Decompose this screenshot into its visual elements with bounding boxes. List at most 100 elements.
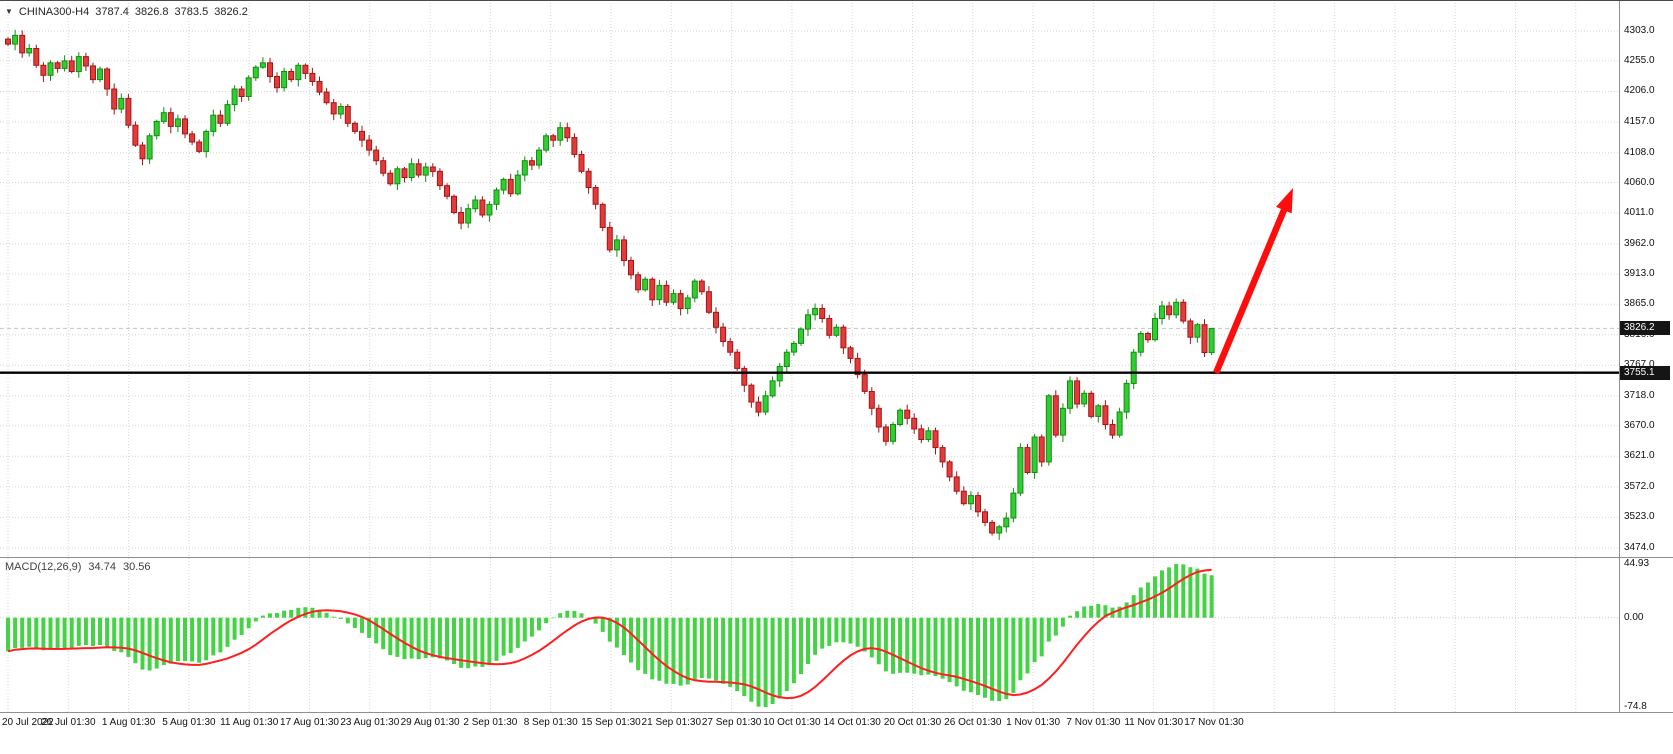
candle-body <box>1074 380 1081 405</box>
price-axis[interactable]: 4303.0 4255.0 4206.0 4157.0 4108.0 4060.0 4011… <box>1620 1 1673 712</box>
candle-body <box>783 351 790 368</box>
candle-body <box>1031 436 1038 473</box>
candle-body <box>104 68 111 90</box>
candle-body <box>61 60 68 69</box>
time-tick-label: 23 Aug 01:30 <box>340 717 400 728</box>
candle-body <box>323 91 330 104</box>
candle-body <box>1109 424 1116 436</box>
macd-tick-label: 0.00 <box>1624 611 1644 623</box>
candle-body <box>351 122 358 132</box>
candle-body <box>444 185 450 197</box>
candle-body <box>890 424 896 442</box>
price-tick-label: 4303.0 <box>1624 25 1655 36</box>
candle-body <box>1095 405 1102 417</box>
candle-body <box>1059 407 1066 436</box>
candle-body <box>953 476 960 492</box>
candle-body <box>394 168 401 185</box>
candle-body <box>12 34 19 45</box>
candle-body <box>458 212 465 224</box>
candle-body <box>1116 411 1123 436</box>
candle-body <box>1137 333 1144 353</box>
candle-body <box>68 60 75 73</box>
candle-body <box>436 170 443 187</box>
candle-body <box>1123 382 1130 413</box>
price-tick-label: 3572.0 <box>1624 480 1655 492</box>
candles <box>5 29 1215 540</box>
candle-body <box>210 114 217 132</box>
price-tick-label: 3767.0 <box>1624 359 1655 370</box>
candle-body <box>451 195 457 214</box>
candle-body <box>1052 395 1059 436</box>
grid <box>0 3 1619 712</box>
price-tick-label: 3670.0 <box>1624 419 1655 431</box>
symbol-dropdown-icon[interactable]: ▼ <box>5 7 13 16</box>
macd-indicator-header: MACD(12,26,9) 34.74 30.56 <box>5 561 150 573</box>
candle-body <box>415 163 422 176</box>
candle-body <box>982 511 988 523</box>
price-tick-label: 4011.0 <box>1624 207 1654 219</box>
candle-body <box>897 409 904 426</box>
candle-body <box>1088 392 1095 417</box>
candle-body <box>380 160 387 174</box>
candle-body <box>911 417 918 430</box>
time-axis[interactable]: 20 Jul 2022 26 Jul 01:30 1 Aug 01:30 5 Aug … <box>0 713 1619 754</box>
candle-body <box>167 112 174 127</box>
candle-body <box>868 391 875 409</box>
candle-body <box>514 174 521 195</box>
candle-body <box>882 426 889 442</box>
chart-header: ▼ CHINA300-H4 3787.4 3826.8 3783.5 3826.… <box>5 6 248 18</box>
candle-body <box>238 88 245 97</box>
candle-body <box>720 326 727 343</box>
candle-body <box>705 291 712 313</box>
time-tick-label: 5 Aug 01:30 <box>162 717 216 728</box>
candle-body <box>493 189 500 205</box>
candle-body <box>408 163 415 179</box>
candle-body <box>543 135 550 151</box>
candle-body <box>97 68 103 81</box>
candle-body <box>691 280 698 299</box>
candle-body <box>132 124 139 146</box>
candle-body <box>847 347 854 359</box>
candle-body <box>373 149 380 162</box>
candle-body <box>967 495 974 505</box>
candle-body <box>259 62 266 68</box>
price-tick-label: 3913.0 <box>1624 268 1655 280</box>
macd-signal-value: 30.56 <box>122 561 151 573</box>
candle-body <box>82 56 89 67</box>
candle-body <box>153 120 160 137</box>
candle-body <box>854 357 861 376</box>
candle-body <box>217 114 224 124</box>
macd-label: MACD(12,26,9) <box>5 561 82 573</box>
time-tick-label: 21 Sep 01:30 <box>641 717 702 728</box>
candle-body <box>479 199 486 216</box>
macd-value: 34.74 <box>88 561 116 573</box>
candle-body <box>904 409 911 419</box>
candle-body <box>989 521 996 534</box>
candle-body <box>344 106 351 124</box>
candle-body <box>1003 517 1010 528</box>
candle-body <box>769 380 776 397</box>
candle-body <box>1010 492 1017 519</box>
candle-body <box>111 88 118 110</box>
candle-body <box>840 326 847 349</box>
candle-body <box>33 48 40 66</box>
time-tick-label: 26 Jul 01:30 <box>41 717 96 728</box>
time-tick-label: 11 Aug 01:30 <box>220 717 279 728</box>
macd-histogram <box>6 564 1214 707</box>
candle-body <box>359 130 365 141</box>
candle-body <box>670 293 677 303</box>
time-tick-label: 8 Sep 01:30 <box>523 717 578 728</box>
candle-body <box>288 71 295 81</box>
candle-body <box>649 278 656 301</box>
time-tick-label: 20 Oct 01:30 <box>883 717 942 728</box>
candle-body <box>628 260 634 276</box>
candle-body <box>734 351 741 369</box>
candle-body <box>196 141 203 152</box>
candle-body <box>557 127 564 141</box>
candle-body <box>302 64 309 74</box>
price-tick-label: 4108.0 <box>1624 146 1655 158</box>
time-tick-label: 1 Aug 01:30 <box>101 717 156 728</box>
trend-arrow-annotation[interactable] <box>1213 188 1293 375</box>
candle-body <box>819 308 826 319</box>
